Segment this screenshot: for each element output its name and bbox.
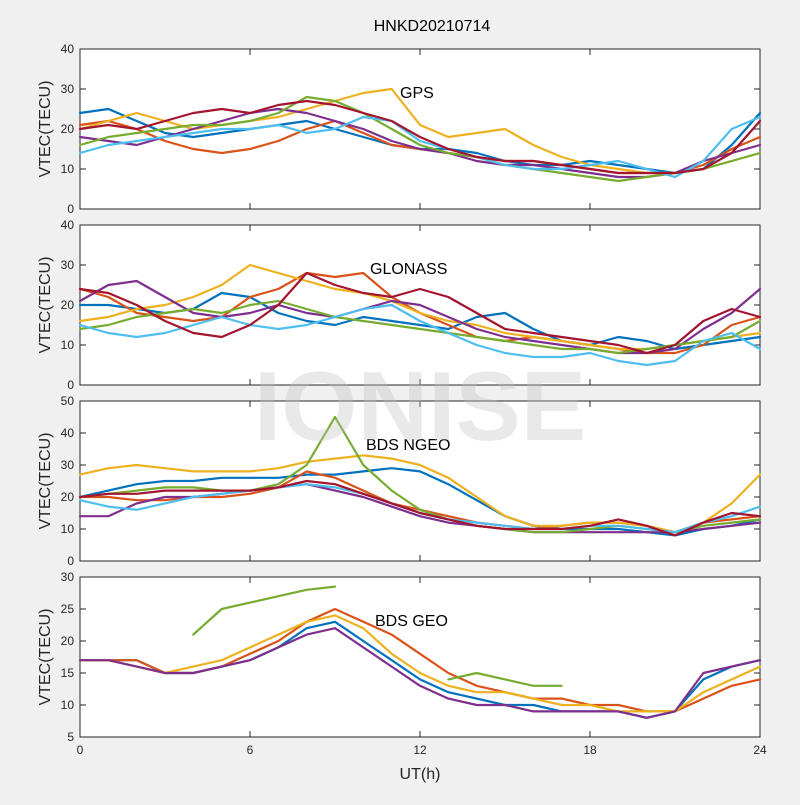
y-tick-label: 20 xyxy=(61,298,75,312)
y-axis-label: VTEC(TECU) xyxy=(37,81,54,178)
panel-label: BDS NGEO xyxy=(366,437,450,454)
watermark: IONISE xyxy=(254,351,586,461)
panel-label: GLONASS xyxy=(370,261,447,278)
y-tick-label: 15 xyxy=(61,666,75,680)
series-line-7 xyxy=(78,271,762,355)
chart-title: HNKD20210714 xyxy=(374,18,491,35)
y-tick-label: 40 xyxy=(61,218,75,232)
y-tick-label: 20 xyxy=(61,634,75,648)
y-axis-label: VTEC(TECU) xyxy=(37,609,54,706)
y-tick-label: 50 xyxy=(61,394,75,408)
y-tick-label: 30 xyxy=(61,258,75,272)
series-line-6 xyxy=(78,115,762,179)
panel-label: GPS xyxy=(400,85,434,102)
x-tick-label: 0 xyxy=(77,743,84,757)
y-tick-label: 0 xyxy=(67,554,74,568)
series-line-6 xyxy=(78,303,762,367)
series-line-6 xyxy=(447,671,563,687)
panel-3: 0 10 20 30 40 50 VTEC(TECU) BDS NGEO xyxy=(37,394,762,568)
series-line-5 xyxy=(78,95,762,183)
series-line-5 xyxy=(192,585,337,636)
series-line-5 xyxy=(78,299,762,355)
series-line-4 xyxy=(78,627,762,719)
panel-1: 0 10 20 30 40 VTEC(TECU) GPS xyxy=(37,42,762,216)
panel-label: BDS GEO xyxy=(375,613,448,630)
plot-area xyxy=(79,48,761,210)
y-tick-label: 0 xyxy=(67,202,74,216)
x-tick-label: 6 xyxy=(247,743,254,757)
y-tick-label: 25 xyxy=(61,602,75,616)
y-tick-label: 10 xyxy=(61,338,75,352)
y-tick-label: 30 xyxy=(61,458,75,472)
y-tick-label: 20 xyxy=(61,122,75,136)
x-tick-label: 18 xyxy=(583,743,597,757)
plot-area xyxy=(79,576,761,738)
y-tick-label: 10 xyxy=(61,522,75,536)
series-line-7 xyxy=(78,99,762,175)
y-tick-label: 40 xyxy=(61,426,75,440)
y-tick-label: 10 xyxy=(61,698,75,712)
series-line-7 xyxy=(78,479,762,537)
x-tick-label: 12 xyxy=(413,743,427,757)
y-tick-label: 20 xyxy=(61,490,75,504)
y-tick-label: 40 xyxy=(61,42,75,56)
y-axis-label: VTEC(TECU) xyxy=(37,257,54,354)
y-tick-label: 30 xyxy=(61,570,75,584)
y-tick-label: 5 xyxy=(67,730,74,744)
y-tick-label: 0 xyxy=(67,378,74,392)
x-tick-label: 24 xyxy=(753,743,767,757)
y-axis-label: VTEC(TECU) xyxy=(37,433,54,530)
x-axis-label: UT(h) xyxy=(400,766,441,783)
y-tick-label: 30 xyxy=(61,82,75,96)
panel-2: 0 10 20 30 40 VTEC(TECU) GLONASS xyxy=(37,218,762,392)
series-line-3 xyxy=(78,614,762,713)
panel-4: 5 10 15 20 25 30 0 6 12 18 24 VTEC(TECU) BDS GEO xyxy=(37,570,767,757)
chart-panels: 0 10 20 30 40 VTEC(TECU) GPS 0 10 20 30 40 VTEC(TECU… xyxy=(37,42,767,757)
y-tick-label: 10 xyxy=(61,162,75,176)
